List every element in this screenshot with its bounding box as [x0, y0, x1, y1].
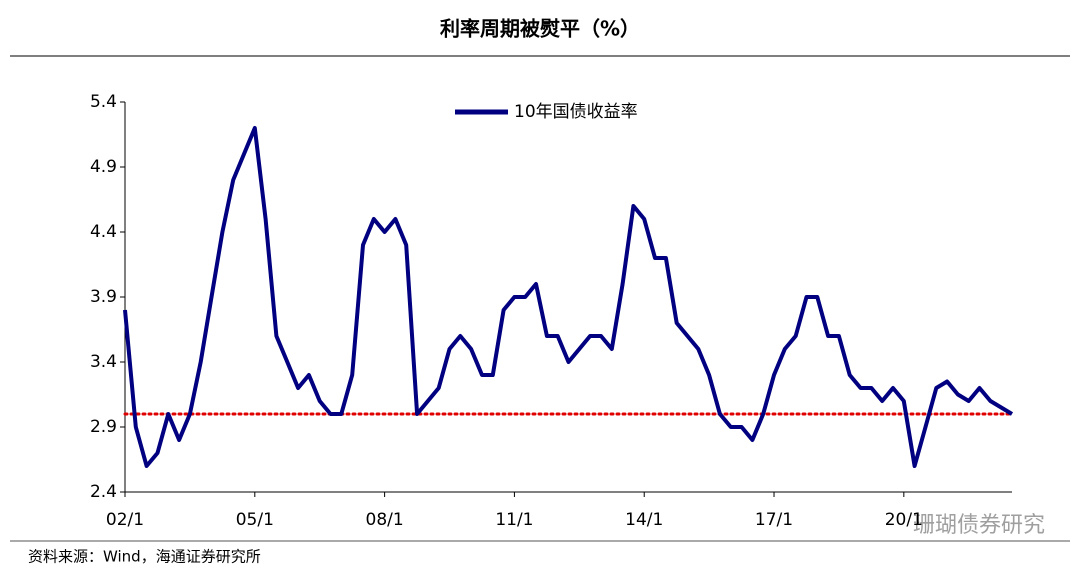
x-tick-label: 02/1: [106, 510, 144, 530]
x-tick-label: 17/1: [755, 510, 793, 530]
y-tick-label: 3.4: [90, 352, 117, 372]
x-tick-label: 05/1: [236, 510, 274, 530]
watermark: 珊瑚债券研究: [913, 513, 1045, 538]
line-series: [123, 126, 1014, 468]
x-tick-label: 14/1: [625, 510, 663, 530]
legend-label: 10年国债收益率: [514, 102, 638, 122]
y-tick-label: 4.9: [90, 157, 117, 177]
y-tick-label: 5.4: [90, 92, 117, 112]
y-tick-label: 2.4: [90, 482, 117, 502]
source-note: 资料来源：Wind，海通证券研究所: [28, 548, 261, 566]
chart-title: 利率周期被熨平（%）: [440, 17, 640, 41]
y-tick-label: 4.4: [90, 222, 117, 242]
x-tick-label: 20/1: [885, 510, 923, 530]
x-tick-label: 11/1: [495, 510, 533, 530]
y-tick-label: 3.9: [90, 287, 117, 307]
y-tick-label: 2.9: [90, 417, 117, 437]
x-tick-label: 08/1: [366, 510, 404, 530]
